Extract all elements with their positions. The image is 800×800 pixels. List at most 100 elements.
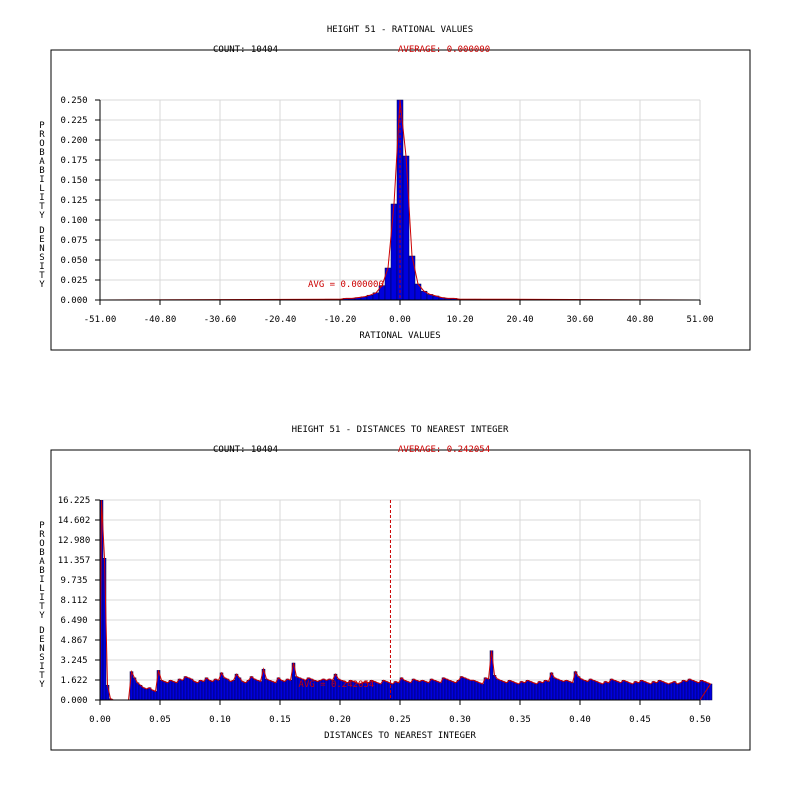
histogram-bar xyxy=(543,680,548,701)
y-tick-label: 0.225 xyxy=(60,116,87,126)
histogram-bar xyxy=(651,681,656,701)
histogram-bar xyxy=(138,684,143,701)
y-axis-label-char: Y xyxy=(39,280,45,290)
histogram-bar xyxy=(474,681,479,701)
histogram-bar xyxy=(663,682,668,701)
histogram-bar xyxy=(483,677,488,701)
y-axis-label-char: B xyxy=(39,166,44,176)
histogram-bar xyxy=(228,681,233,701)
histogram-bar xyxy=(222,677,227,701)
chart1-y-tick-labels: 0.000 0.025 0.050 0.075 0.100 0.125 0.150 0.175… xyxy=(60,96,87,306)
x-tick-label: 20.40 xyxy=(506,315,533,325)
histogram-bar xyxy=(516,683,521,701)
histogram-bar xyxy=(201,681,206,701)
y-axis-label-char: T xyxy=(39,202,45,212)
histogram-bar xyxy=(276,677,281,701)
chart2-title: HEIGHT 51 - DISTANCES TO NEAREST INTEGER xyxy=(292,425,509,435)
x-tick-label: -30.60 xyxy=(204,315,237,325)
histogram-bar xyxy=(480,683,485,701)
x-tick-label: 40.80 xyxy=(626,315,653,325)
histogram-bar xyxy=(285,678,290,701)
histogram-bar xyxy=(633,681,638,701)
y-axis-label-char: S xyxy=(39,253,44,263)
histogram-bar xyxy=(519,681,524,701)
histogram-bar xyxy=(243,682,248,701)
histogram-bar xyxy=(603,681,608,701)
x-tick-label: -20.40 xyxy=(264,315,297,325)
x-tick-label: 0.05 xyxy=(149,715,171,725)
chart1-axes xyxy=(95,99,701,305)
chart1-title: HEIGHT 51 - RATIONAL VALUES xyxy=(327,25,473,35)
histogram-bar xyxy=(459,676,464,701)
histogram-bar xyxy=(561,681,566,701)
histogram-bar xyxy=(567,681,572,701)
y-tick-label: 0.075 xyxy=(60,236,87,246)
histogram-bar xyxy=(282,681,287,701)
histogram-bar xyxy=(204,677,209,701)
histogram-bar xyxy=(462,677,467,701)
histogram-bar xyxy=(528,681,533,701)
histogram-bar xyxy=(576,676,581,701)
histogram-bar xyxy=(441,677,446,701)
histogram-bar xyxy=(705,682,710,701)
histogram-bar xyxy=(639,680,644,701)
histogram-bar xyxy=(255,680,260,701)
histogram-bar xyxy=(270,681,275,701)
histogram-bar xyxy=(456,680,461,701)
histogram-bar xyxy=(501,681,506,701)
y-tick-label: 0.125 xyxy=(60,196,87,206)
y-axis-label-char: A xyxy=(39,157,45,167)
y-axis-label-char: Y xyxy=(39,680,45,690)
histogram-bar xyxy=(402,155,410,301)
y-axis-label-char: N xyxy=(39,244,44,254)
histogram-bar xyxy=(432,680,437,701)
chart1-average-label: AVERAGE: 0.000000 xyxy=(398,45,490,55)
y-axis-label-char: R xyxy=(39,530,45,540)
histogram-bar xyxy=(468,680,473,701)
histogram-bar xyxy=(618,682,623,701)
histogram-bar xyxy=(447,680,452,701)
y-axis-label-char: I xyxy=(39,262,44,272)
histogram-bar xyxy=(687,678,692,701)
histogram-bar xyxy=(570,682,575,701)
y-tick-label: 0.000 xyxy=(60,696,87,706)
histogram-bar xyxy=(429,678,434,701)
y-tick-label: 12.980 xyxy=(58,536,91,546)
histogram-bar xyxy=(654,682,659,701)
chart2-average-label: AVERAGE: 0.242054 xyxy=(398,445,490,455)
chart1-frame xyxy=(50,49,751,351)
histogram-bar xyxy=(681,680,686,701)
histogram-bar xyxy=(417,681,422,701)
histogram-bar xyxy=(171,681,176,701)
histogram-bar xyxy=(546,681,551,701)
chart2-x-tick-labels: 0.00 0.05 0.10 0.15 0.20 0.25 0.30 0.35 0.40 0.45… xyxy=(89,715,711,725)
y-axis-label-char: Y xyxy=(39,211,45,221)
histogram-bar xyxy=(240,681,245,701)
histogram-bar xyxy=(678,682,683,701)
chart2-x-axis-label: DISTANCES TO NEAREST INTEGER xyxy=(324,731,476,741)
histogram-bar xyxy=(453,682,458,701)
y-axis-label-char: B xyxy=(39,148,44,158)
chart2-axes xyxy=(95,499,701,705)
y-axis-label-char: O xyxy=(39,139,44,149)
histogram-bar xyxy=(564,680,569,701)
histogram-bar xyxy=(579,678,584,701)
y-axis-label-char: I xyxy=(39,575,44,585)
y-tick-label: 14.602 xyxy=(58,516,91,526)
histogram-bar xyxy=(402,680,407,701)
y-axis-label-char: B xyxy=(39,548,44,558)
histogram-bar xyxy=(510,681,515,701)
x-tick-label: 0.20 xyxy=(329,715,351,725)
histogram-bar xyxy=(522,682,527,701)
histogram-bar xyxy=(195,682,200,701)
histogram-bar xyxy=(591,680,596,701)
histogram-bar xyxy=(378,683,383,701)
y-axis-label-char: T xyxy=(39,671,45,681)
chart1-x-axis-label: RATIONAL VALUES xyxy=(359,331,440,341)
histogram-bar xyxy=(165,682,170,701)
chart2-bars xyxy=(99,500,713,701)
histogram-bar xyxy=(492,675,497,701)
chart2-frame xyxy=(50,449,751,751)
